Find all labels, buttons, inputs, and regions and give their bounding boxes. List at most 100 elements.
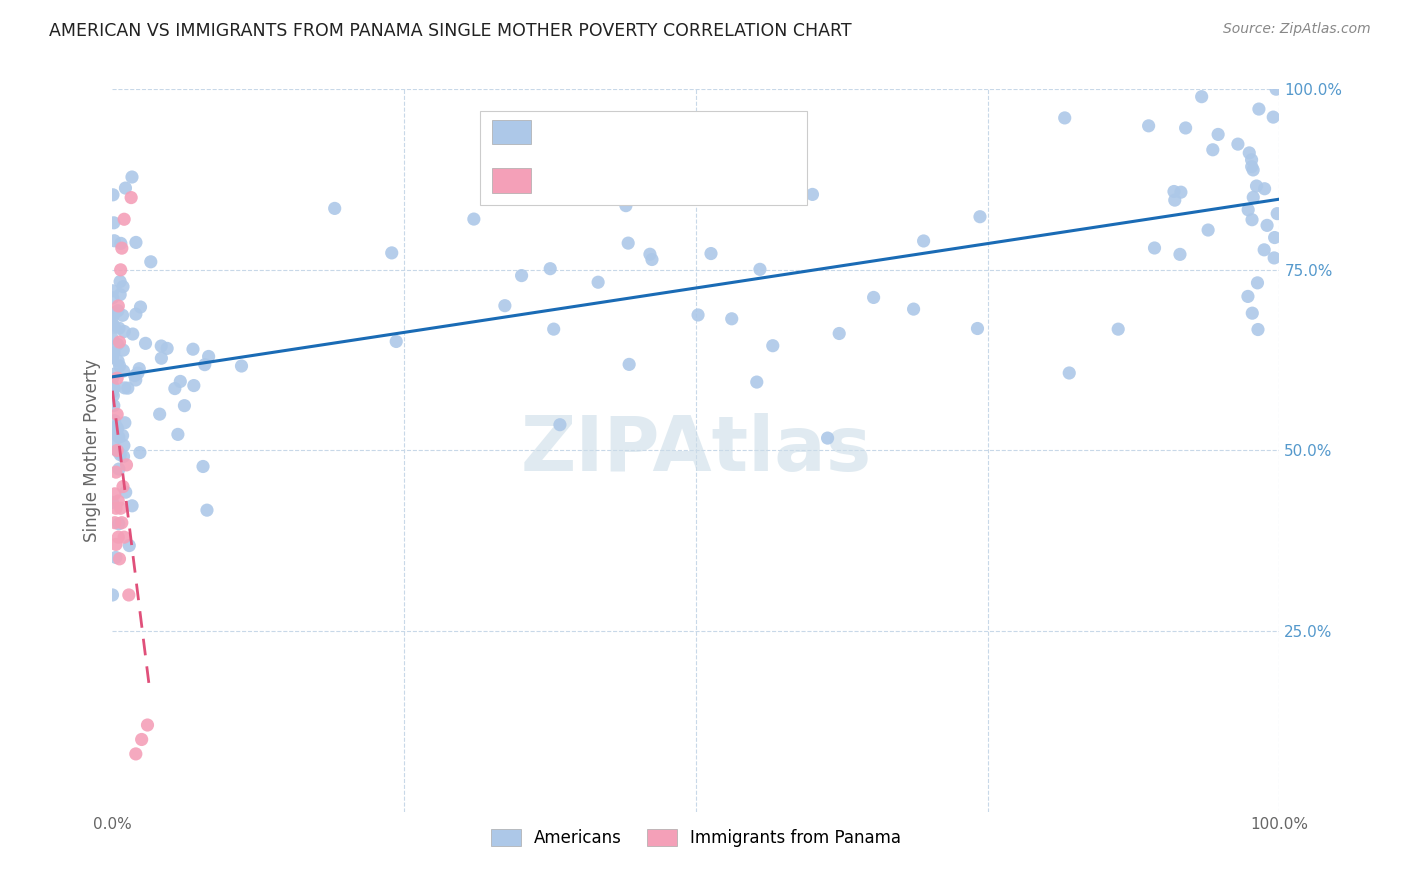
Text: 26: 26	[707, 169, 733, 186]
Point	[128, 361, 150, 376]
Point	[1246, 179, 1268, 194]
Point	[1241, 162, 1264, 177]
Point	[614, 199, 637, 213]
Point	[762, 339, 785, 353]
Point	[121, 499, 143, 513]
Point	[103, 306, 125, 320]
Point	[101, 187, 124, 202]
Point	[111, 428, 134, 442]
Point	[121, 326, 143, 341]
Point	[101, 495, 124, 509]
Point	[1240, 160, 1263, 174]
Text: R =: R =	[550, 169, 589, 186]
Legend: Americans, Immigrants from Panama: Americans, Immigrants from Panama	[484, 822, 908, 854]
Point	[105, 407, 128, 421]
Point	[1256, 219, 1278, 233]
Point	[112, 212, 135, 227]
Point	[114, 485, 136, 500]
Point	[828, 326, 851, 341]
Point	[103, 320, 125, 334]
Point	[114, 181, 136, 195]
Point	[103, 234, 125, 248]
Point	[101, 424, 124, 438]
Point	[131, 732, 153, 747]
Point	[107, 494, 129, 508]
Point	[139, 255, 162, 269]
Point	[103, 381, 125, 395]
Point	[108, 287, 131, 301]
Point	[1264, 230, 1286, 244]
Point	[107, 354, 129, 368]
Point	[101, 348, 124, 362]
Text: ZIPAtlas: ZIPAtlas	[520, 414, 872, 487]
Point	[167, 427, 190, 442]
Point	[103, 388, 125, 402]
Point	[801, 187, 824, 202]
Point	[125, 747, 148, 761]
Point	[686, 308, 709, 322]
Point	[104, 537, 127, 551]
Point	[181, 342, 204, 356]
Point	[745, 375, 768, 389]
Point	[103, 345, 125, 359]
Point	[1163, 185, 1185, 199]
Point	[1107, 322, 1129, 336]
Point	[101, 436, 124, 450]
Point	[101, 332, 124, 346]
Point	[150, 339, 173, 353]
Point	[117, 381, 139, 395]
Point	[108, 321, 131, 335]
Text: 0.419: 0.419	[591, 169, 648, 186]
Point	[111, 279, 134, 293]
Point	[108, 359, 131, 373]
Point	[1143, 241, 1166, 255]
Point	[103, 216, 125, 230]
Point	[111, 308, 134, 322]
Point	[173, 399, 195, 413]
Point	[150, 351, 173, 366]
Point	[183, 378, 205, 392]
Point	[1237, 202, 1260, 217]
Text: 0.675: 0.675	[591, 120, 648, 138]
Point	[538, 261, 561, 276]
Point	[120, 191, 142, 205]
Point	[463, 212, 485, 227]
Point	[1053, 111, 1076, 125]
Point	[110, 262, 132, 277]
Point	[1164, 193, 1187, 207]
Text: 150: 150	[707, 120, 745, 138]
Point	[114, 381, 136, 395]
Point	[1247, 322, 1270, 336]
Point	[118, 539, 141, 553]
Point	[1253, 182, 1275, 196]
Point	[101, 284, 124, 298]
Text: N =: N =	[666, 120, 707, 138]
Point	[617, 358, 640, 372]
Point	[104, 550, 127, 565]
Point	[112, 450, 135, 464]
Point	[903, 302, 925, 317]
Point	[169, 375, 191, 389]
Point	[129, 445, 152, 459]
Point	[1241, 190, 1264, 204]
Point	[197, 350, 219, 364]
Point	[112, 343, 135, 358]
Point	[108, 462, 131, 476]
Point	[101, 351, 124, 365]
Point	[104, 501, 127, 516]
Point	[149, 407, 172, 421]
Text: Source: ZipAtlas.com: Source: ZipAtlas.com	[1223, 22, 1371, 37]
Point	[112, 325, 135, 339]
Point	[118, 588, 141, 602]
Point	[1226, 137, 1249, 152]
Point	[323, 202, 346, 216]
Point	[115, 458, 138, 472]
Point	[104, 414, 127, 428]
Point	[748, 262, 770, 277]
Point	[101, 291, 124, 305]
Point	[107, 303, 129, 318]
Point	[101, 385, 124, 400]
Point	[112, 530, 135, 544]
Point	[1057, 366, 1080, 380]
Point	[720, 311, 742, 326]
